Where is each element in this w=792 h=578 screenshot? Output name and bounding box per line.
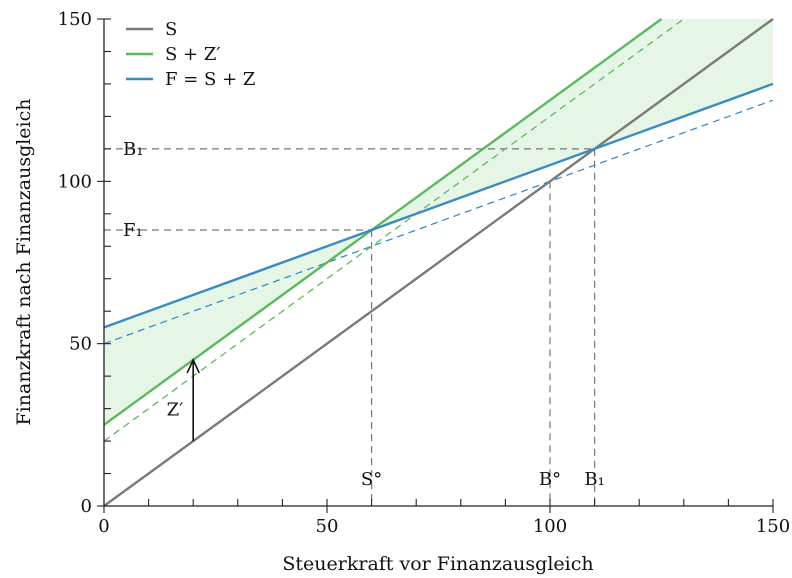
shaded-region-layer (104, 19, 773, 425)
series-line-s (103, 18, 774, 507)
series-line-s-z (103, 18, 663, 426)
shaded-region (104, 19, 773, 425)
x-tick-label: 150 (756, 516, 790, 537)
ref-line-f-1-label: F₁ (123, 220, 143, 241)
x-tick-label: 50 (316, 516, 339, 537)
series-line-dashed-4-dashed (103, 99, 774, 345)
x-axis-title: Steuerkraft vor Finanzausgleich (282, 553, 593, 575)
annotation-arrow-head (186, 357, 200, 374)
y-tick-label: 50 (69, 334, 92, 355)
y-axis-title: Finanzkraft nach Finanzausgleich (13, 98, 35, 425)
ref-line-b-4-label: B₁ (584, 469, 604, 490)
y-tick-label: 100 (58, 171, 92, 192)
y-tick-label: 150 (58, 9, 92, 30)
series-layer (103, 18, 774, 507)
annotation-label: Z′ (167, 399, 184, 420)
reference-lines-layer: B₁ F₁ S° B° B₁ (104, 139, 605, 506)
x-tick-label: 100 (533, 516, 567, 537)
ref-line-b-3-label: B° (539, 469, 561, 490)
ref-line-b-0-label: B₁ (123, 139, 143, 160)
legend: S S + Z′ F = S + Z (126, 19, 255, 90)
legend-s-label: S (165, 19, 177, 40)
axes-layer: 0 50 100 150 0 50 100 150 (58, 9, 791, 537)
legend-s-z-label: S + Z′ (165, 44, 220, 65)
legend-f-s-z-label: F = S + Z (165, 69, 255, 90)
series-line-f-s-z (103, 82, 774, 329)
ref-line-s-2-label: S° (361, 469, 382, 490)
y-tick-label: 0 (81, 496, 92, 517)
annotation-layer: Z′ (167, 357, 200, 442)
x-tick-label: 0 (98, 516, 109, 537)
